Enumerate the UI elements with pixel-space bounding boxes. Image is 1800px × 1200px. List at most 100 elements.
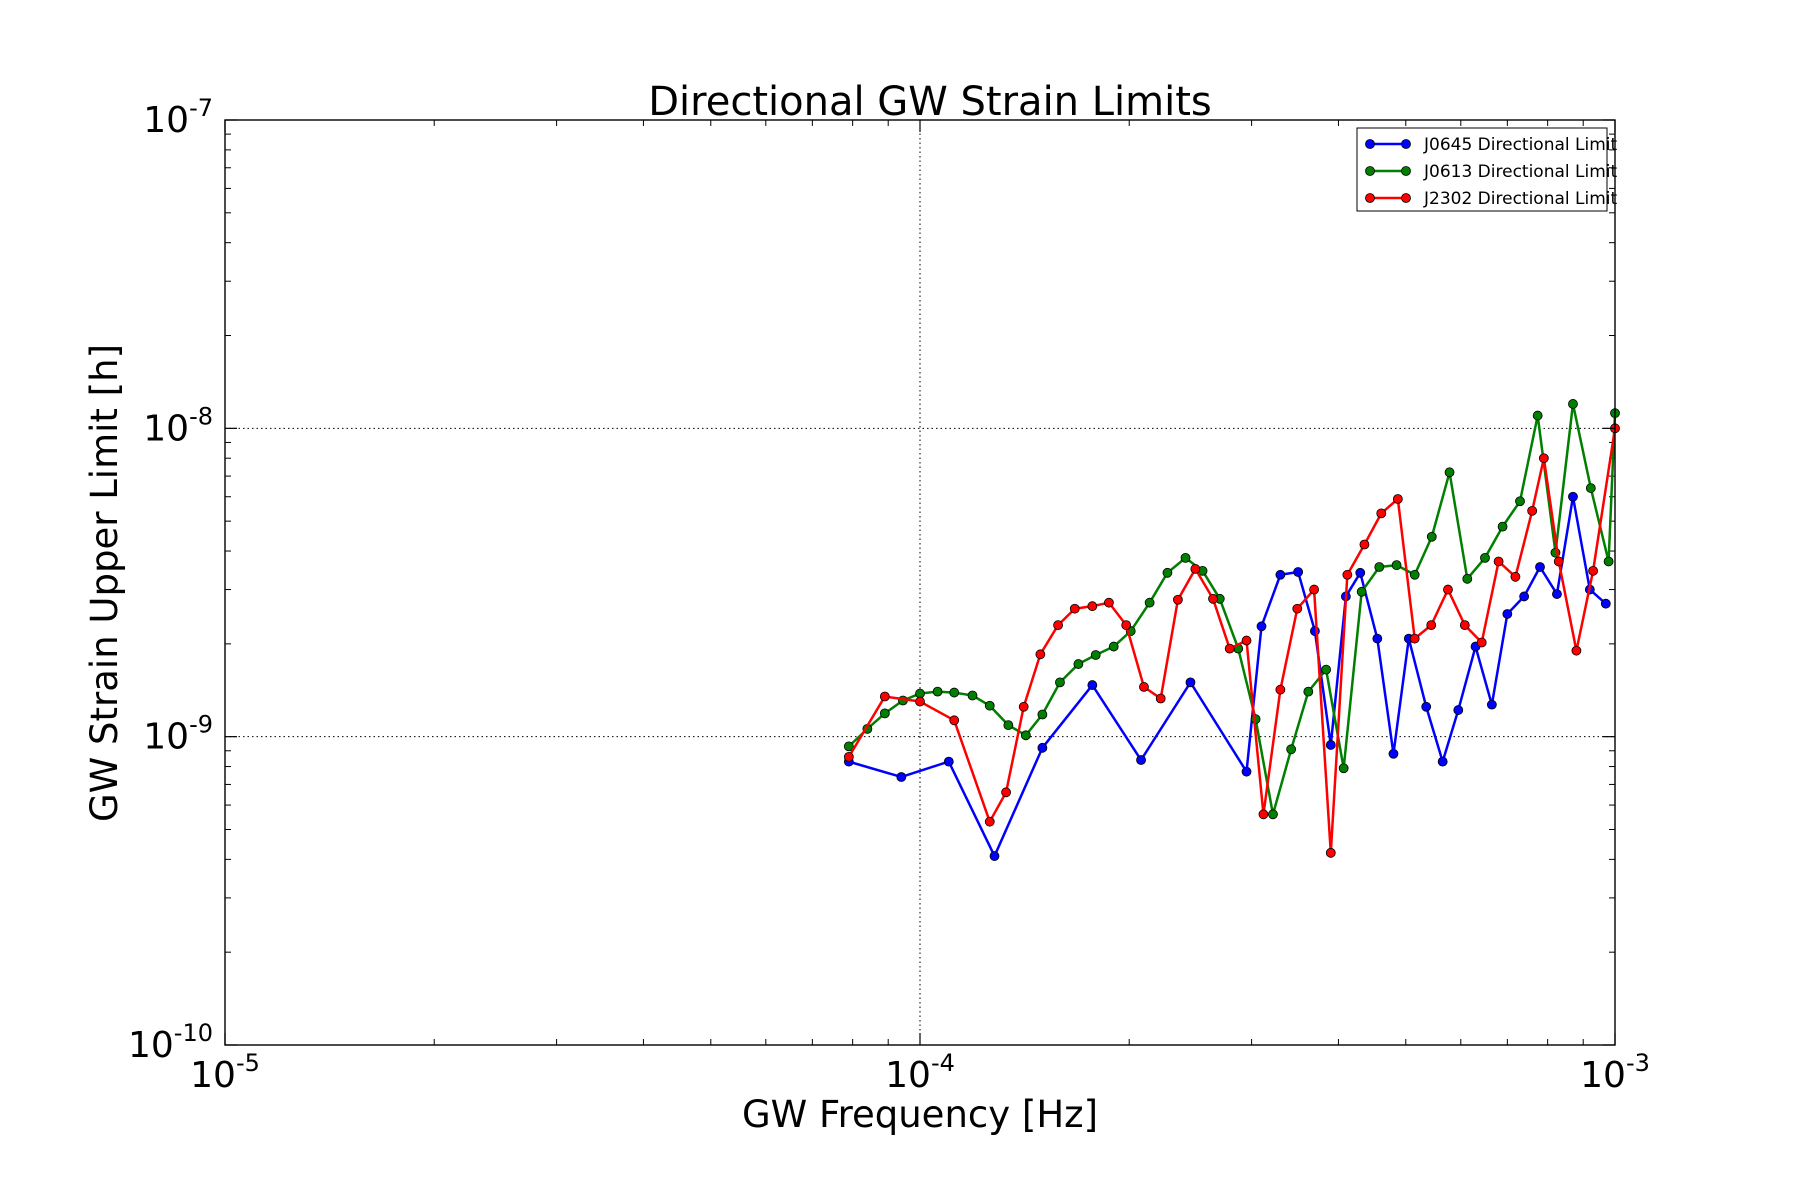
- data-point: [1388, 748, 1399, 759]
- data-point: [1018, 701, 1029, 712]
- data-point: [1224, 643, 1235, 654]
- x-tick-base: 10: [190, 1055, 236, 1096]
- data-point: [1292, 603, 1303, 614]
- data-point: [1136, 755, 1146, 765]
- data-point: [1497, 521, 1508, 532]
- data-point: [1208, 593, 1218, 604]
- data-point: [1073, 659, 1084, 669]
- legend-marker: [1365, 166, 1375, 176]
- data-point: [1459, 620, 1470, 631]
- data-point: [932, 686, 943, 697]
- data-point: [896, 772, 907, 782]
- data-point: [1342, 569, 1353, 580]
- data-point: [1003, 720, 1014, 731]
- data-point: [1321, 664, 1332, 675]
- legend-marker: [1401, 139, 1411, 149]
- data-point: [1600, 598, 1611, 609]
- data-point: [1293, 567, 1304, 577]
- data-point: [1502, 609, 1513, 619]
- data-point: [1426, 531, 1437, 542]
- data-point: [1241, 635, 1252, 646]
- data-point: [1241, 766, 1252, 777]
- data-point: [1087, 601, 1098, 612]
- data-point: [1376, 508, 1387, 519]
- data-point: [1510, 571, 1521, 582]
- y-tick-exponent: -8: [189, 402, 213, 430]
- data-point: [1055, 677, 1065, 688]
- x-axis-label: GW Frequency [Hz]: [742, 1093, 1098, 1136]
- y-tick-exponent: -9: [189, 711, 213, 739]
- data-point: [1121, 620, 1132, 631]
- data-point: [1325, 847, 1336, 858]
- data-point: [1476, 637, 1487, 648]
- data-point: [989, 851, 1000, 861]
- data-point: [1355, 567, 1366, 578]
- legend-marker: [1365, 193, 1375, 203]
- data-point: [943, 756, 954, 767]
- data-point: [1532, 410, 1543, 421]
- data-point: [1421, 701, 1432, 712]
- data-point: [1309, 584, 1319, 595]
- data-point: [1144, 597, 1155, 608]
- data-point: [1155, 693, 1166, 704]
- y-tick-label: 10-10: [128, 1019, 213, 1066]
- data-point: [1515, 496, 1525, 507]
- chart-title: Directional GW Strain Limits: [648, 79, 1212, 125]
- data-point: [1180, 553, 1191, 563]
- x-tick-exponent: -3: [1626, 1049, 1650, 1077]
- y-tick-base: 10: [143, 717, 189, 758]
- data-point: [1275, 569, 1286, 580]
- data-point: [1527, 505, 1538, 516]
- data-point: [1588, 565, 1598, 576]
- data-point: [879, 708, 890, 719]
- y-tick-base: 10: [143, 408, 189, 449]
- data-point: [1462, 573, 1473, 584]
- series-3: [843, 423, 1620, 858]
- data-point: [1453, 705, 1464, 715]
- data-point: [1275, 684, 1286, 695]
- data-point: [1258, 809, 1269, 820]
- grid-lines: [225, 120, 1615, 1045]
- data-point: [1409, 633, 1420, 644]
- data-point: [1037, 742, 1048, 753]
- x-tick-exponent: -4: [931, 1049, 955, 1077]
- data-point: [1090, 650, 1101, 660]
- data-point: [1568, 399, 1578, 409]
- data-point: [1303, 686, 1314, 697]
- data-point: [1139, 682, 1149, 692]
- data-point: [1359, 539, 1370, 550]
- data-point: [984, 700, 995, 711]
- data-point: [1444, 467, 1455, 478]
- data-point: [1392, 494, 1403, 504]
- legend-label: J2302 Directional Limit: [1423, 189, 1618, 209]
- series-1: [843, 491, 1611, 861]
- data-point: [1087, 680, 1098, 690]
- data-point: [1568, 491, 1578, 502]
- data-point: [1190, 564, 1201, 574]
- data-point: [915, 696, 925, 707]
- legend-marker: [1401, 166, 1411, 176]
- data-point: [1571, 645, 1582, 656]
- data-point: [1552, 589, 1562, 599]
- y-tick-label: 10-8: [143, 402, 213, 449]
- x-tick-base: 10: [1580, 1055, 1626, 1096]
- x-tick-exponent: -5: [236, 1049, 260, 1077]
- data-point: [1519, 591, 1530, 602]
- legend-marker: [1401, 193, 1411, 203]
- data-point: [1356, 586, 1367, 597]
- y-tick-label: 10-9: [143, 711, 213, 758]
- data-point: [1104, 597, 1114, 608]
- y-axis-label: GW Strain Upper Limit [h]: [83, 344, 126, 822]
- minor-ticks: [225, 120, 1615, 1045]
- data-point: [1325, 740, 1336, 750]
- data-point: [1553, 556, 1564, 567]
- data-point: [1372, 633, 1383, 644]
- data-point: [1374, 562, 1385, 572]
- data-point: [1069, 603, 1080, 614]
- data-point: [843, 741, 854, 752]
- data-point: [1538, 453, 1549, 464]
- y-tick-label: 10-7: [143, 94, 213, 141]
- data-point: [1409, 569, 1420, 580]
- data-point: [1486, 699, 1497, 710]
